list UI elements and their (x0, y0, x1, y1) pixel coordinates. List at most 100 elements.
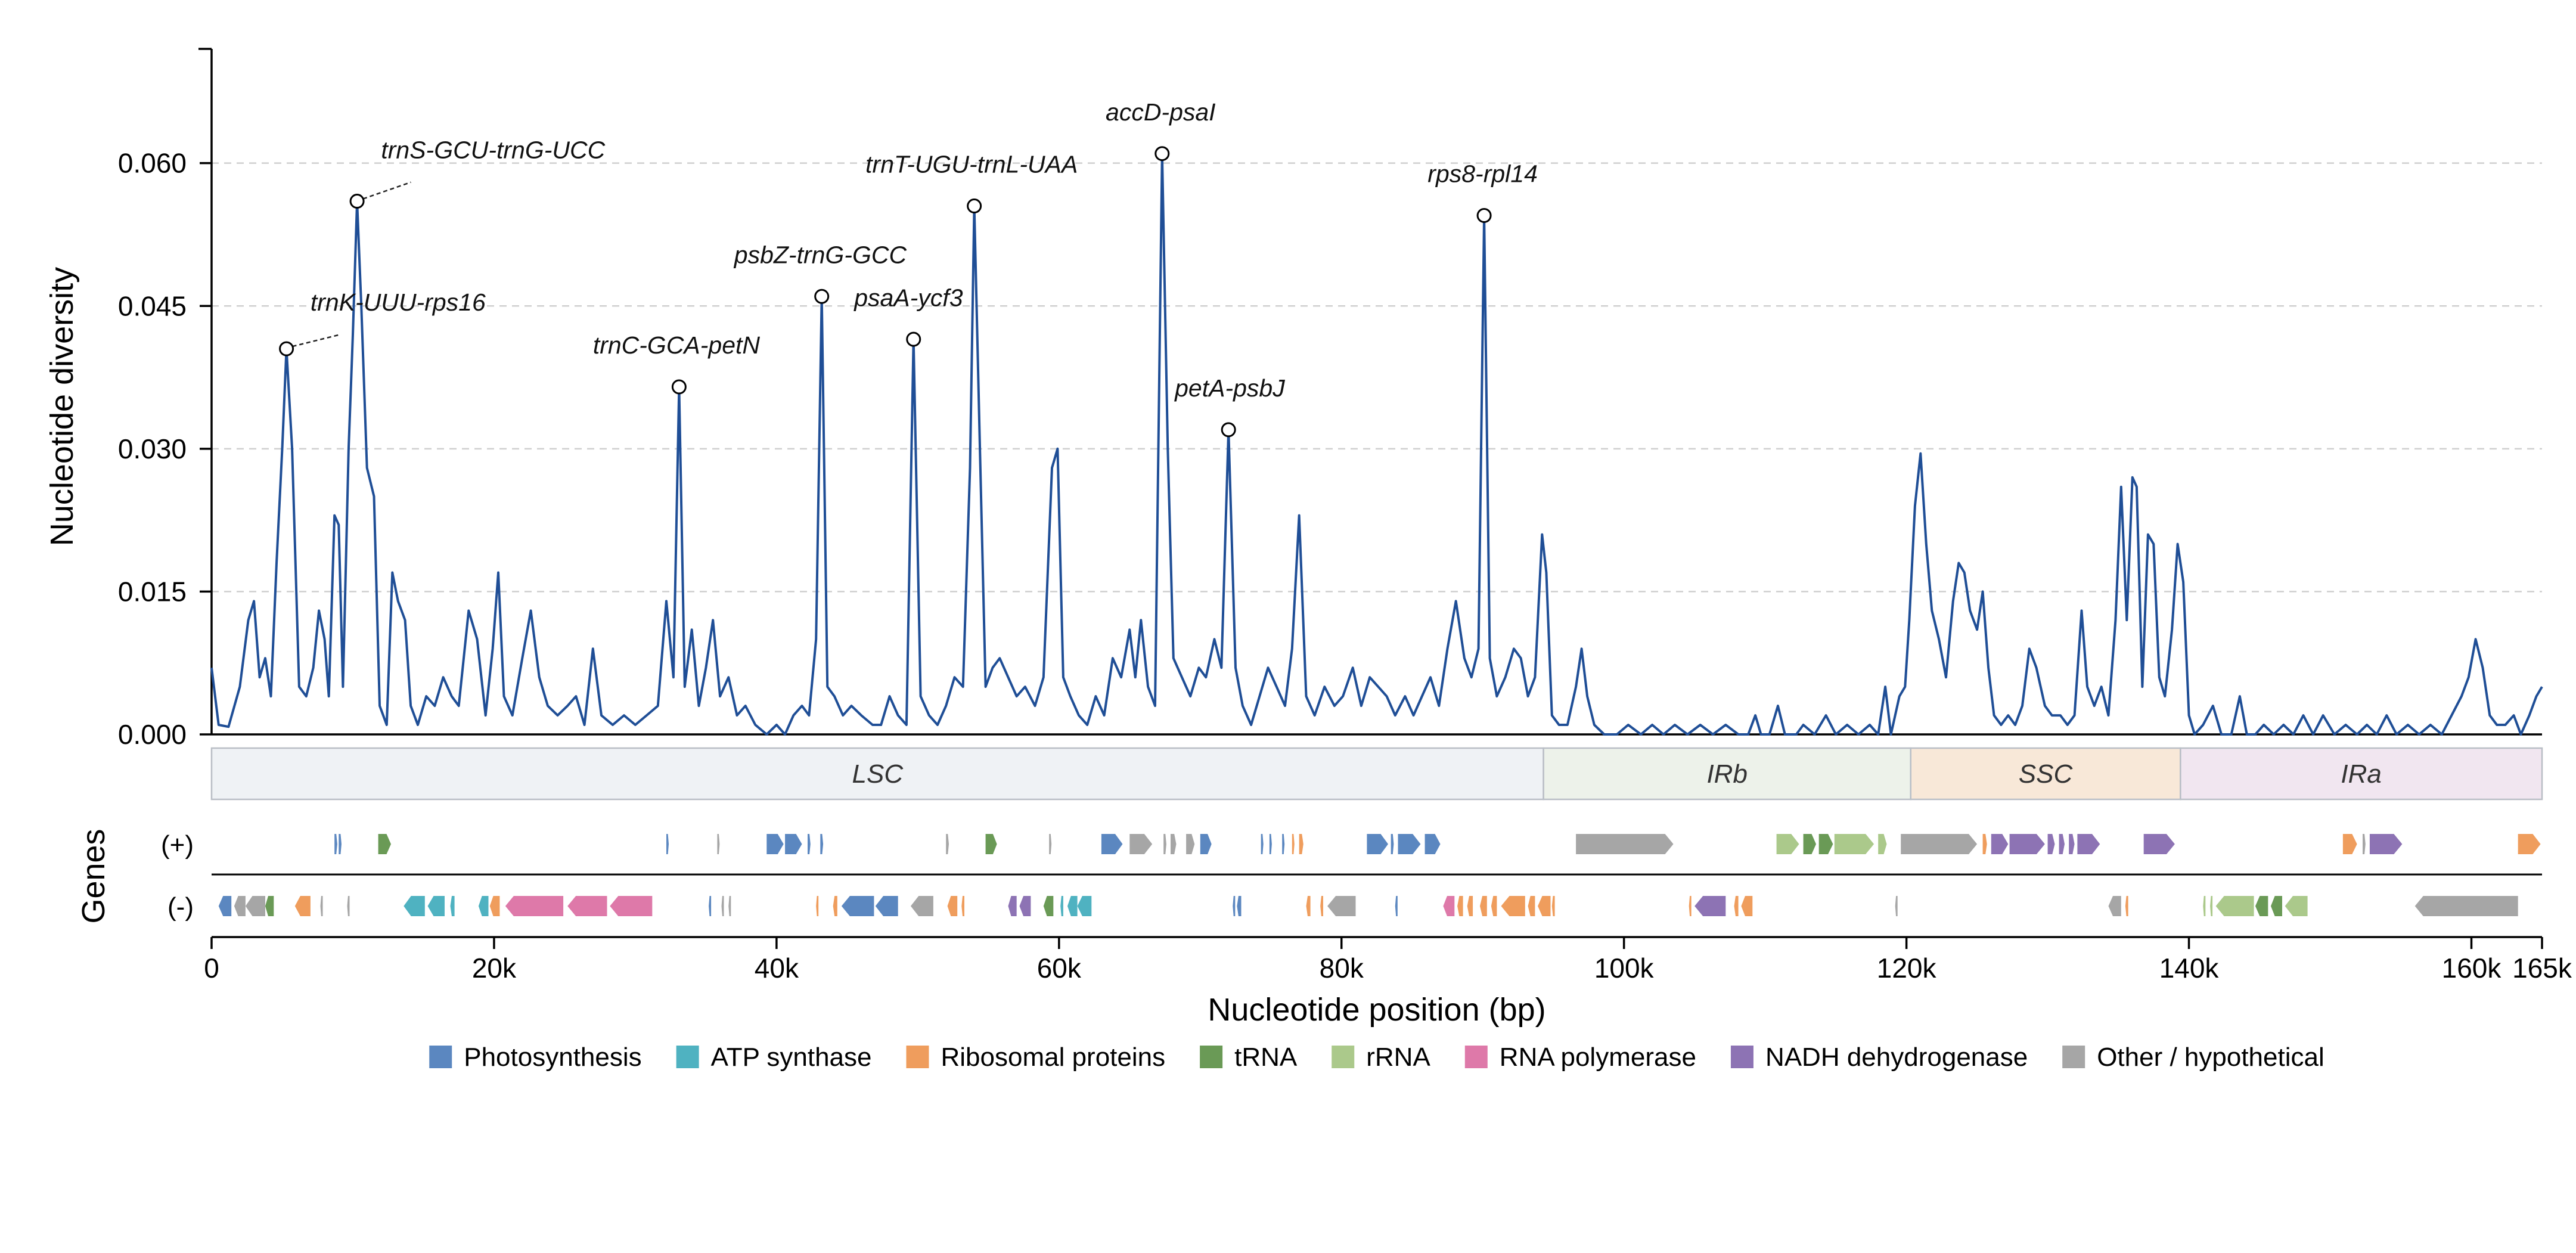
gene-block (347, 896, 350, 916)
region-label: IRa (2341, 759, 2381, 789)
gene-block (808, 834, 811, 854)
peak-marker (279, 341, 294, 356)
gene-block (1576, 834, 1674, 854)
x-tick-label: 100k (1594, 953, 1655, 984)
gene-block (1320, 896, 1323, 916)
gene-block (1501, 896, 1525, 916)
region-irb (1543, 747, 1911, 801)
gene-block (294, 896, 311, 916)
peak-marker (1476, 208, 1492, 224)
gene-block (1803, 834, 1816, 854)
peak-leader-line (362, 181, 411, 200)
gene-block (450, 896, 455, 916)
gene-block (1694, 896, 1726, 916)
plus-strand-label: (+) (161, 830, 194, 860)
gene-block (911, 896, 933, 916)
gene-block (1200, 834, 1212, 854)
legend-label-rnapol: RNA polymerase (1500, 1043, 1696, 1072)
gene-block (1834, 834, 1874, 854)
gene-block (1395, 896, 1398, 916)
y-tick-label: 0.060 (118, 148, 187, 179)
peak-label: rps8-rpl14 (1427, 160, 1538, 188)
y-gridlines (212, 162, 2542, 593)
peak-label: trnC-GCA-petN (593, 331, 761, 359)
gene-block (1457, 896, 1463, 916)
peak-marker (1154, 146, 1170, 162)
gene-block (339, 834, 342, 854)
gene-block (2363, 834, 2366, 854)
gene-block (785, 834, 802, 854)
x-tick-label: 120k (1877, 953, 1937, 984)
gene-block (820, 834, 824, 854)
gene-block (1776, 834, 1799, 854)
gene-block (1734, 896, 1739, 916)
gene-block (234, 896, 246, 916)
gene-block (666, 834, 669, 854)
legend: Photosynthesis ATP synthase Ribosomal prot… (429, 1043, 2324, 1072)
gene-block (717, 834, 720, 854)
gene-block (1299, 834, 1303, 854)
y-axis-ticks: 0.000 0.015 0.030 0.045 0.060 (118, 148, 212, 750)
region-lsc (210, 747, 1544, 801)
y-tick-label: 0.015 (118, 576, 187, 607)
gene-block (1060, 896, 1063, 916)
gene-block (1067, 896, 1078, 916)
region-ssc (1910, 747, 2181, 801)
gene-block (2255, 896, 2268, 916)
x-tick-label: 160k (2442, 953, 2502, 984)
region-label: LSC (852, 759, 904, 789)
gene-block (427, 896, 445, 916)
peak-marker (349, 194, 365, 209)
gene-block (1480, 896, 1487, 916)
gene-block (1019, 896, 1031, 916)
gene-block (1306, 896, 1311, 916)
gene-block (1327, 896, 1356, 916)
gene-block (404, 896, 425, 916)
gene-block (833, 896, 837, 916)
genome-regions-band: LSC IRb SSC IRa (210, 747, 2543, 801)
gene-block (1292, 834, 1295, 854)
gene-block (875, 896, 898, 916)
gene-block (478, 896, 489, 916)
x-axis-ticks: 0 20k 40k 60k 80k 100k 120k 140k 160k 165k (204, 937, 2572, 984)
gene-block (2518, 834, 2541, 854)
gene-block (378, 834, 391, 854)
peak-marker (814, 289, 830, 304)
gene-block (218, 896, 232, 916)
gene-block (1282, 834, 1285, 854)
gene-block (1551, 896, 1555, 916)
region-label: SSC (2019, 759, 2074, 789)
gene-block (1878, 834, 1887, 854)
peak-label: petA-psbJ (1174, 374, 1285, 402)
gene-block (2210, 896, 2213, 916)
gene-block (1077, 896, 1092, 916)
peak-label: psbZ-trnG-GCC (733, 241, 907, 268)
gene-block (1186, 834, 1195, 854)
gene-block (1237, 896, 1242, 916)
gene-block (2108, 896, 2121, 916)
gene-block (1391, 834, 1394, 854)
gene-block (2369, 834, 2403, 854)
x-tick-label: 0 (204, 953, 219, 984)
gene-track (212, 834, 2542, 938)
region-ira (2180, 747, 2543, 801)
gene-block (1689, 896, 1692, 916)
x-tick-label: 40k (755, 953, 799, 984)
gene-block (721, 896, 724, 916)
gene-block (1538, 896, 1551, 916)
gene-block (2077, 834, 2100, 854)
legend-swatch-rrna (1332, 1046, 1355, 1068)
legend-swatch-rnapol (1464, 1046, 1488, 1068)
gene-block (1008, 896, 1017, 916)
gene-block (1233, 896, 1236, 916)
legend-label-rrna: rRNA (1366, 1043, 1430, 1072)
gene-block (1818, 834, 1833, 854)
gene-block (265, 896, 274, 916)
y-axis-title: Nucleotide diversity (44, 267, 80, 546)
gene-block (1443, 896, 1455, 916)
legend-swatch-nadh (1730, 1046, 1753, 1068)
legend-swatch-atp (676, 1046, 699, 1068)
peak-marker (906, 331, 921, 347)
gene-block (245, 896, 265, 916)
